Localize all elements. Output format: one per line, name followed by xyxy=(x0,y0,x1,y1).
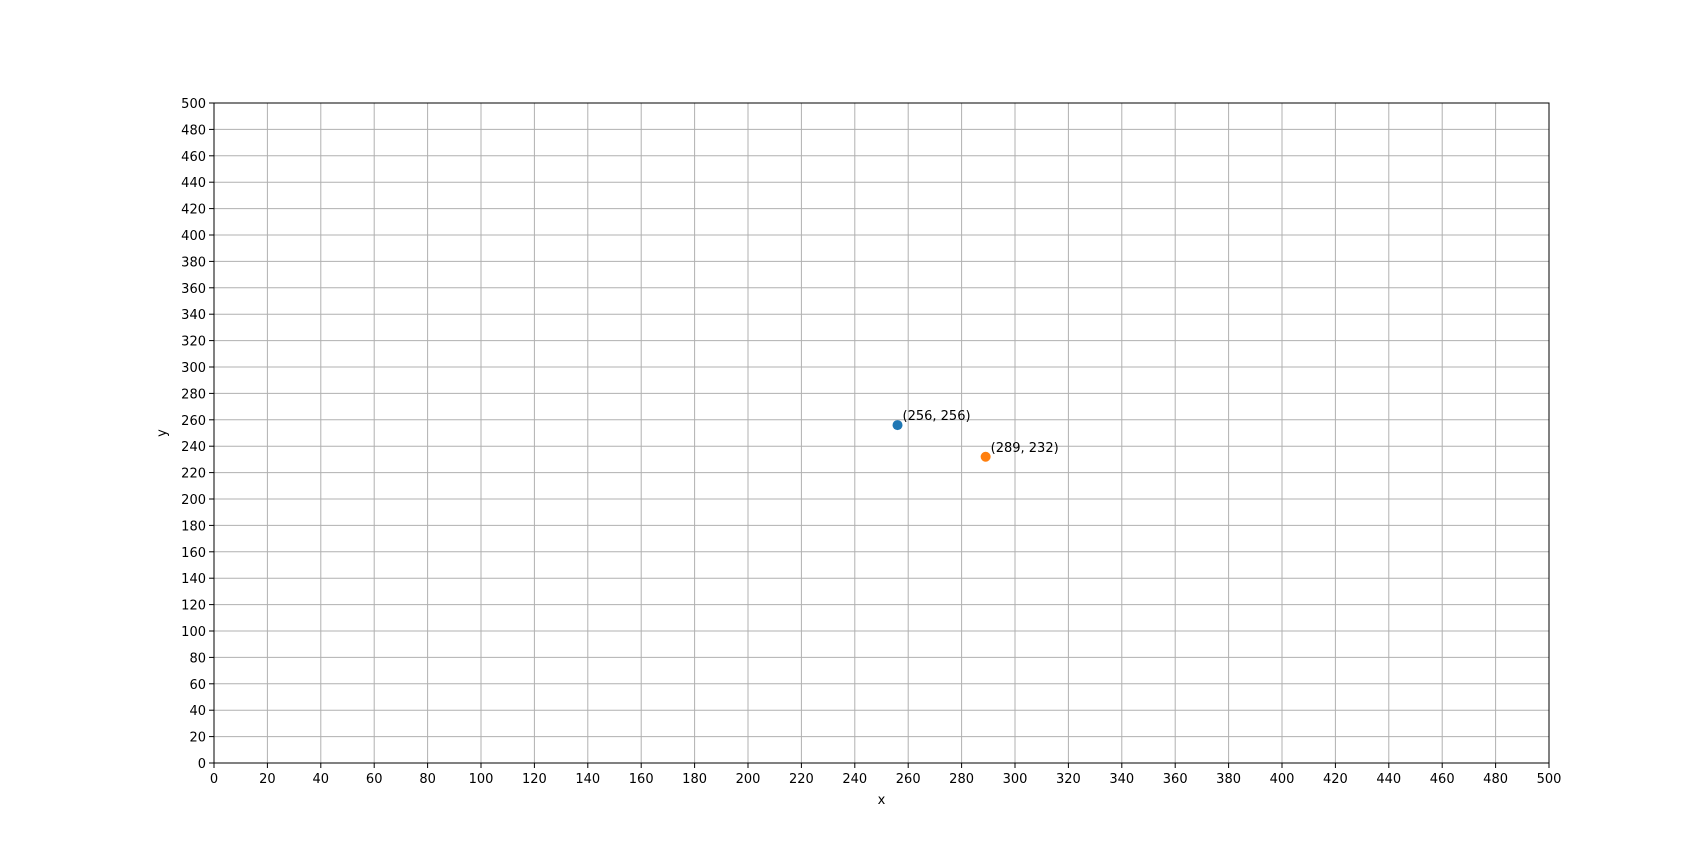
y-tick-label: 460 xyxy=(181,150,206,165)
x-tick-label: 480 xyxy=(1483,772,1508,787)
x-tick-label: 180 xyxy=(682,772,707,787)
x-axis-label: x xyxy=(878,793,886,808)
y-tick-label: 120 xyxy=(181,599,206,614)
data-point xyxy=(980,451,991,462)
y-tick-label: 360 xyxy=(181,282,206,297)
x-tick-label: 360 xyxy=(1163,772,1188,787)
x-axis-ticks: 0 20 40 60 80 100 120 140 160 180 200 220 240 260 280 3… xyxy=(210,763,1562,787)
y-tick-label: 160 xyxy=(181,546,206,561)
plot-frame xyxy=(213,102,1550,764)
data-point-label: (289, 232) xyxy=(991,441,1059,456)
x-tick-label: 240 xyxy=(842,772,867,787)
y-tick-label: 420 xyxy=(181,203,206,218)
y-tick-label: 220 xyxy=(181,467,206,482)
y-tick-label: 320 xyxy=(181,335,206,350)
x-tick-label: 280 xyxy=(949,772,974,787)
x-tick-label: 120 xyxy=(522,772,547,787)
x-tick-label: 20 xyxy=(259,772,276,787)
y-axis-label: y xyxy=(155,429,170,437)
x-tick-label: 440 xyxy=(1376,772,1401,787)
x-tick-label: 400 xyxy=(1270,772,1295,787)
y-tick-label: 80 xyxy=(189,651,206,666)
x-tick-label: 0 xyxy=(210,772,218,787)
y-tick-label: 100 xyxy=(181,625,206,640)
y-tick-label: 480 xyxy=(181,123,206,138)
x-tick-label: 200 xyxy=(736,772,761,787)
grid xyxy=(213,102,1550,764)
x-tick-label: 460 xyxy=(1430,772,1455,787)
y-tick-label: 200 xyxy=(181,493,206,508)
y-tick-label: 20 xyxy=(189,731,206,746)
y-tick-label: 60 xyxy=(189,678,206,693)
x-tick-label: 60 xyxy=(366,772,383,787)
x-tick-label: 500 xyxy=(1537,772,1562,787)
y-tick-label: 380 xyxy=(181,255,206,270)
x-tick-label: 140 xyxy=(575,772,600,787)
y-tick-label: 300 xyxy=(181,361,206,376)
data-points: (256, 256) (289, 232) xyxy=(892,409,1059,462)
data-point-label: (256, 256) xyxy=(903,409,971,424)
y-tick-label: 180 xyxy=(181,519,206,534)
x-tick-label: 320 xyxy=(1056,772,1081,787)
y-tick-label: 240 xyxy=(181,440,206,455)
y-tick-label: 400 xyxy=(181,229,206,244)
x-tick-label: 160 xyxy=(629,772,654,787)
x-tick-label: 220 xyxy=(789,772,814,787)
y-axis-ticks: 0 20 40 60 80 100 120 140 160 180 200 220 240 260 280 3… xyxy=(181,97,214,772)
y-tick-label: 500 xyxy=(181,97,206,112)
x-tick-label: 300 xyxy=(1003,772,1028,787)
y-tick-label: 260 xyxy=(181,414,206,429)
y-tick-label: 340 xyxy=(181,308,206,323)
x-tick-label: 420 xyxy=(1323,772,1348,787)
data-point xyxy=(892,420,903,431)
x-tick-label: 340 xyxy=(1109,772,1134,787)
y-tick-label: 40 xyxy=(189,704,206,719)
x-tick-label: 260 xyxy=(896,772,921,787)
y-tick-label: 140 xyxy=(181,572,206,587)
x-tick-label: 380 xyxy=(1216,772,1241,787)
x-tick-label: 100 xyxy=(469,772,494,787)
x-tick-label: 80 xyxy=(419,772,436,787)
y-tick-label: 440 xyxy=(181,176,206,191)
x-tick-label: 40 xyxy=(313,772,330,787)
y-tick-label: 280 xyxy=(181,387,206,402)
y-tick-label: 0 xyxy=(198,757,206,772)
